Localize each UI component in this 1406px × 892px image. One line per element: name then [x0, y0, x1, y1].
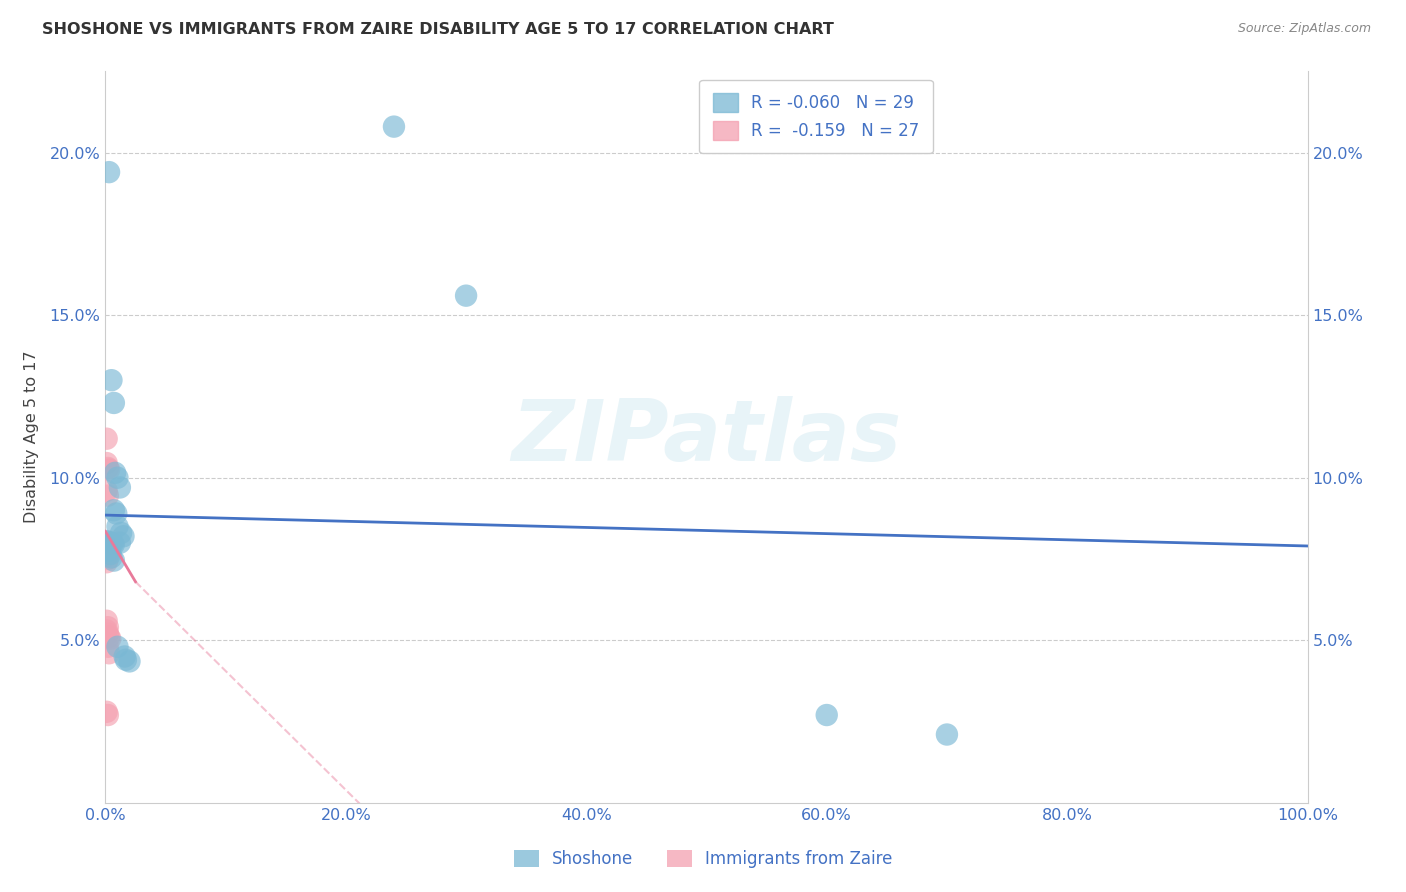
Point	[98, 546, 121, 560]
Point	[98, 632, 121, 646]
Point	[97, 544, 120, 558]
Text: SHOSHONE VS IMMIGRANTS FROM ZAIRE DISABILITY AGE 5 TO 17 CORRELATION CHART: SHOSHONE VS IMMIGRANTS FROM ZAIRE DISABI…	[42, 22, 834, 37]
Point	[96, 624, 118, 638]
Point	[382, 120, 405, 134]
Point	[936, 727, 959, 741]
Point	[108, 480, 131, 494]
Point	[98, 535, 121, 549]
Point	[97, 626, 120, 640]
Point	[115, 653, 138, 667]
Y-axis label: Disability Age 5 to 17: Disability Age 5 to 17	[24, 351, 38, 524]
Point	[110, 526, 132, 541]
Text: Source: ZipAtlas.com: Source: ZipAtlas.com	[1237, 22, 1371, 36]
Point	[98, 630, 121, 644]
Point	[97, 461, 120, 475]
Point	[96, 541, 118, 555]
Legend: Shoshone, Immigrants from Zaire: Shoshone, Immigrants from Zaire	[508, 843, 898, 875]
Point	[96, 544, 118, 558]
Point	[96, 483, 118, 498]
Point	[107, 471, 129, 485]
Point	[118, 654, 141, 668]
Point	[105, 507, 128, 521]
Point	[96, 548, 118, 562]
Point	[98, 646, 121, 660]
Point	[97, 545, 120, 559]
Legend: R = -0.060   N = 29, R =  -0.159   N = 27: R = -0.060 N = 29, R = -0.159 N = 27	[699, 79, 932, 153]
Point	[103, 396, 125, 410]
Point	[97, 489, 120, 503]
Point	[103, 553, 125, 567]
Point	[98, 165, 121, 179]
Point	[107, 640, 129, 654]
Point	[98, 547, 121, 561]
Point	[108, 535, 131, 549]
Point	[103, 537, 125, 551]
Point	[114, 649, 136, 664]
Point	[454, 288, 477, 302]
Point	[104, 466, 127, 480]
Point	[96, 705, 118, 719]
Point	[96, 539, 118, 553]
Point	[97, 640, 120, 654]
Point	[96, 549, 118, 564]
Point	[100, 536, 122, 550]
Point	[97, 620, 120, 634]
Point	[112, 529, 135, 543]
Point	[97, 542, 120, 557]
Text: ZIPatlas: ZIPatlas	[512, 395, 901, 479]
Point	[96, 614, 118, 628]
Point	[97, 552, 120, 566]
Point	[101, 537, 124, 551]
Point	[100, 550, 122, 565]
Point	[815, 708, 838, 723]
Point	[96, 456, 118, 470]
Point	[96, 432, 118, 446]
Point	[107, 519, 129, 533]
Point	[96, 555, 118, 569]
Point	[96, 534, 118, 549]
Point	[97, 708, 120, 723]
Point	[103, 503, 125, 517]
Point	[98, 462, 121, 476]
Point	[96, 545, 118, 559]
Point	[100, 373, 122, 387]
